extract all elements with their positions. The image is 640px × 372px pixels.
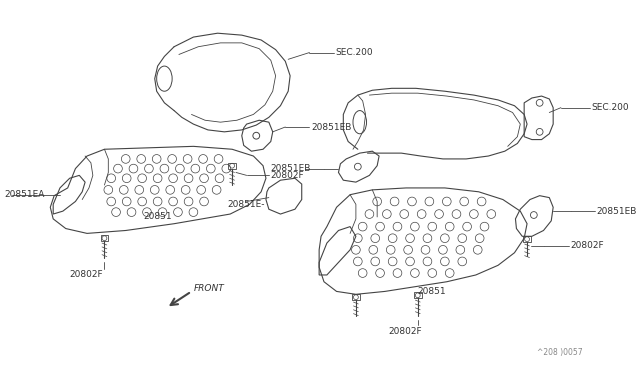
Text: 20802F: 20802F [571,241,604,250]
Text: 20851EB: 20851EB [271,164,311,173]
Text: 20802F: 20802F [388,327,422,336]
Text: ^208 )0057: ^208 )0057 [537,348,582,357]
Text: SEC.200: SEC.200 [592,103,630,112]
Text: 20802F: 20802F [271,171,305,180]
Text: SEC.200: SEC.200 [335,48,373,57]
Text: 20851: 20851 [143,212,172,221]
Text: 20851EB: 20851EB [596,206,637,216]
Text: 20851EA: 20851EA [5,190,45,199]
Text: 20851EB: 20851EB [312,122,352,132]
Text: 20851E-: 20851E- [227,200,265,209]
Text: 20802F: 20802F [70,270,103,279]
Text: FRONT: FRONT [193,284,224,293]
Text: 20851: 20851 [418,287,447,296]
